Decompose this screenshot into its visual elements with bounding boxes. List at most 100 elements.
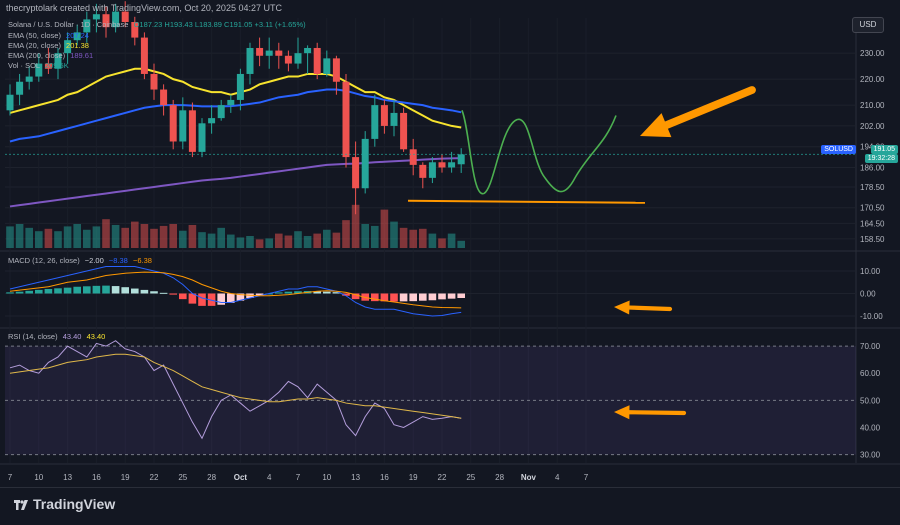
annotation-arrow-rsi <box>614 405 687 420</box>
tradingview-logo-icon <box>14 500 28 511</box>
volume-bar <box>131 221 139 248</box>
volume-bar <box>351 204 360 248</box>
candle-body <box>284 55 292 64</box>
rsi-tick-label: 30.00 <box>860 451 881 460</box>
volume-bar <box>150 228 158 248</box>
candle-body <box>236 73 244 100</box>
volume-bar <box>6 226 14 248</box>
volume-bar <box>179 230 187 248</box>
volume-bar <box>284 235 293 248</box>
candle-body <box>121 11 129 22</box>
price-tick-label: 178.50 <box>860 183 885 192</box>
candle-body <box>73 32 81 41</box>
candle-body <box>35 63 43 77</box>
time-tick-label: Nov <box>521 473 537 482</box>
symbol-legend[interactable]: Solana / U.S. Dollar · 1D · Coinbase O18… <box>8 20 306 29</box>
macd-histogram-bar <box>131 288 139 294</box>
candle-body <box>25 76 33 82</box>
candle-body <box>256 47 264 56</box>
indicator-value: 201.38 <box>66 41 89 50</box>
candle-body <box>332 58 340 82</box>
candle-body <box>150 73 158 90</box>
indicator-legend-volume[interactable]: Vol · SOL 209.5K <box>8 61 69 70</box>
time-tick-label: 22 <box>438 473 447 482</box>
macd-histogram-bar <box>371 293 379 302</box>
candle-body <box>179 110 187 142</box>
macd-histogram-bar <box>457 293 465 298</box>
volume-bar <box>447 233 456 248</box>
candle-body <box>352 157 360 189</box>
macd-histogram-bar <box>313 291 321 294</box>
volume-bar <box>371 225 379 248</box>
macd-histogram-bar <box>150 291 158 294</box>
macd-histogram-bar <box>102 285 110 294</box>
ohlc-values: O187.23 H193.43 L183.89 C191.05 +3.11 (+… <box>133 20 306 29</box>
trend-curve-drawing <box>461 110 617 195</box>
volume-bar <box>438 238 446 248</box>
price-tick-label: 164.50 <box>860 219 885 228</box>
indicator-legend-ema20[interactable]: EMA (20, close) 201.38 <box>8 41 89 50</box>
candle-body <box>275 50 283 56</box>
time-tick-label: 4 <box>555 473 560 482</box>
indicator-legend-ema200[interactable]: EMA (200, close) 189.61 <box>8 51 93 60</box>
macd-histogram-bar <box>92 285 101 294</box>
macd-histogram-bar <box>63 287 72 294</box>
symbol-price-tag: SOLUSD <box>821 145 856 154</box>
macd-histogram-bar <box>419 293 427 301</box>
macd-histogram-bar <box>447 293 456 299</box>
macd-histogram-bar <box>83 286 91 294</box>
volume-bar <box>198 232 206 248</box>
macd-histogram-bar <box>198 293 206 306</box>
rsi-tick-label: 60.00 <box>860 369 881 378</box>
macd-histogram-bar <box>380 293 389 302</box>
arrow-head <box>640 113 672 138</box>
rsi-legend[interactable]: RSI (14, close) 43.40 43.40 <box>8 332 105 341</box>
candle-body <box>160 89 168 106</box>
rsi-ma-value: 43.40 <box>86 332 106 341</box>
volume-bar <box>361 224 369 248</box>
volume-bar <box>83 229 91 248</box>
macd-histogram-bar <box>159 292 168 294</box>
volume-bar <box>217 227 225 248</box>
macd-histogram-bar <box>332 292 341 294</box>
macd-histogram-bar <box>188 293 197 304</box>
candle-body <box>16 81 24 95</box>
volume-bar <box>121 227 129 248</box>
macd-histogram-bar <box>15 291 24 294</box>
candle-body <box>323 58 331 74</box>
candle-body <box>246 47 254 74</box>
macd-legend[interactable]: MACD (12, 26, close) −2.00 −8.38 −6.38 <box>8 256 152 265</box>
indicator-value: 209.5K <box>44 61 69 70</box>
macd-histogram-bar <box>409 293 417 302</box>
macd-histogram-bar <box>111 286 120 294</box>
time-tick-label: 25 <box>178 473 187 482</box>
rsi-label: RSI (14, close) <box>8 332 58 341</box>
macd-signal-value: −6.38 <box>132 256 152 265</box>
candle-body <box>342 81 350 158</box>
macd-histogram-bar <box>54 288 62 294</box>
candle-body <box>390 112 398 126</box>
currency-button[interactable]: USD <box>852 17 884 33</box>
macd-hist-value: −2.00 <box>84 256 104 265</box>
macd-tick-label: 10.00 <box>860 267 881 276</box>
macd-histogram-bar <box>140 289 149 294</box>
candle-body <box>112 11 120 28</box>
candle-body <box>448 162 456 168</box>
ema-line <box>9 157 462 208</box>
candle-body <box>265 50 273 56</box>
volume-bar <box>73 224 81 248</box>
macd-histogram-bar <box>179 293 187 300</box>
macd-histogram-bar <box>236 293 245 301</box>
volume-bar <box>332 232 341 248</box>
volume-bar <box>188 224 197 248</box>
candle-body <box>371 105 379 139</box>
candle-body <box>198 123 206 152</box>
price-tick-label: 158.50 <box>860 235 885 244</box>
tradingview-logo[interactable]: TradingView <box>14 496 115 512</box>
volume-bar <box>255 239 264 248</box>
header-caption: thecryptolark created with TradingView.c… <box>6 3 282 13</box>
indicator-legend-ema50[interactable]: EMA (50, close) 207.24 <box>8 31 89 40</box>
volume-bar <box>159 225 168 248</box>
